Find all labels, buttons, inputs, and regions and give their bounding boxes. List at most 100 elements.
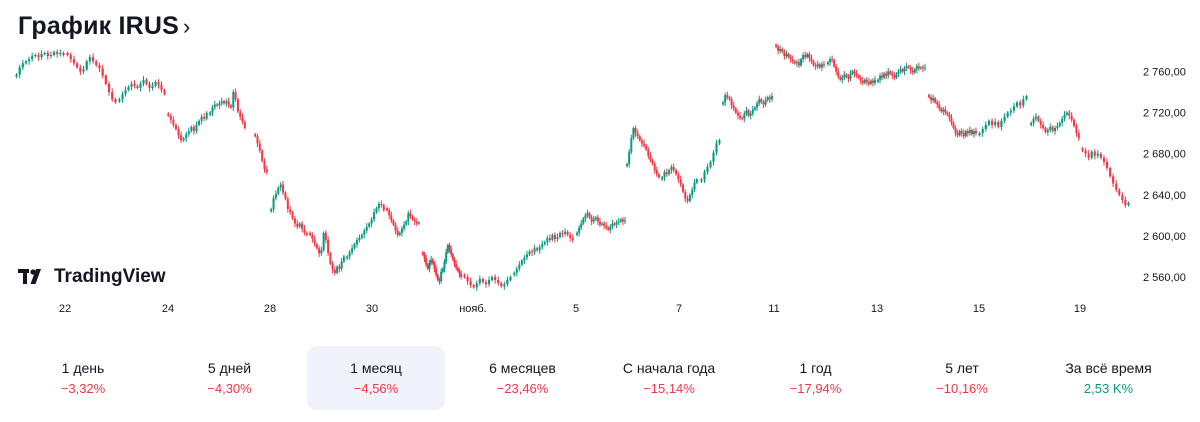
candle xyxy=(885,70,888,80)
candle xyxy=(481,277,484,284)
candle xyxy=(270,207,273,213)
candle xyxy=(218,100,221,110)
candle xyxy=(1081,147,1084,153)
candle xyxy=(466,274,469,285)
candle xyxy=(1003,113,1006,124)
candle xyxy=(400,226,403,237)
candle xyxy=(808,51,811,62)
period-label: За всё время xyxy=(1065,360,1152,376)
candle xyxy=(628,149,631,168)
candle xyxy=(686,195,689,204)
period-label: 1 год xyxy=(799,360,832,376)
candle xyxy=(282,180,285,196)
candle xyxy=(151,82,154,91)
candle xyxy=(525,250,528,261)
candle xyxy=(1084,148,1087,158)
candle xyxy=(1006,111,1009,119)
x-tick-label: 11 xyxy=(768,303,779,315)
candle xyxy=(893,72,896,81)
candle xyxy=(816,60,819,69)
candle xyxy=(663,169,666,181)
period-tab[interactable]: С начала года −15,14% xyxy=(600,346,738,410)
candle xyxy=(903,65,906,76)
candle xyxy=(1025,94,1028,101)
candle xyxy=(640,137,643,148)
candle xyxy=(907,64,910,69)
candle xyxy=(538,244,541,254)
candle xyxy=(736,110,739,120)
candle xyxy=(333,266,336,276)
period-tab[interactable]: 5 дней −4,30% xyxy=(161,346,299,410)
candle xyxy=(66,51,69,57)
candle xyxy=(169,113,172,124)
candle xyxy=(315,242,318,250)
candle xyxy=(27,56,31,65)
candle xyxy=(810,54,813,64)
candle xyxy=(743,111,746,123)
period-label: 1 день xyxy=(61,360,105,376)
candle xyxy=(681,182,684,194)
period-tab[interactable]: 6 месяцев −23,46% xyxy=(454,346,592,410)
tradingview-logo-icon xyxy=(18,269,41,284)
candle xyxy=(313,235,316,247)
candle xyxy=(596,214,599,226)
candle xyxy=(338,264,341,273)
candle xyxy=(415,217,418,227)
candle xyxy=(272,195,275,213)
candle xyxy=(789,54,792,63)
candle xyxy=(104,74,107,86)
candle xyxy=(818,62,821,69)
x-tick-label: 28 xyxy=(264,303,276,315)
candle xyxy=(351,244,354,255)
candle xyxy=(972,128,975,138)
candle xyxy=(1112,173,1115,188)
period-tab[interactable]: 1 день −3,32% xyxy=(14,346,152,410)
candle xyxy=(1115,179,1118,193)
candle xyxy=(1000,118,1003,131)
candle xyxy=(730,96,733,110)
period-tab[interactable]: 1 год −17,94% xyxy=(747,346,885,410)
period-change: −10,16% xyxy=(936,381,988,396)
candle xyxy=(638,134,641,142)
y-tick-label: 2 680,00 xyxy=(1143,149,1186,161)
candle xyxy=(513,271,516,277)
candle xyxy=(1015,100,1019,108)
candle xyxy=(185,131,188,142)
candle xyxy=(398,231,401,237)
candle xyxy=(651,158,654,166)
candle xyxy=(548,234,551,243)
candle xyxy=(346,254,349,261)
candle xyxy=(653,161,656,174)
x-tick-label: 19 xyxy=(1074,303,1086,315)
page-title[interactable]: График IRUS › xyxy=(18,12,191,41)
candle xyxy=(758,95,761,106)
candle xyxy=(586,209,589,218)
candle xyxy=(411,214,414,222)
candle xyxy=(901,67,904,74)
candle xyxy=(114,97,117,104)
candle xyxy=(1009,107,1012,117)
candle xyxy=(580,219,583,231)
candle xyxy=(460,270,463,280)
period-label: 5 лет xyxy=(945,360,979,376)
candle xyxy=(613,222,616,227)
candle xyxy=(360,233,363,240)
candle xyxy=(136,84,139,90)
logo-text: TradingView xyxy=(54,266,166,287)
candle xyxy=(469,277,472,288)
price-chart[interactable]: 2 560,00 2 600,00 2 640,00 2 680,00 2 720,00… xyxy=(0,40,1200,325)
period-tab[interactable]: За всё время 2,53 K% xyxy=(1040,346,1178,410)
candle xyxy=(855,69,858,79)
candle xyxy=(254,132,257,138)
period-tab[interactable]: 5 лет −10,16% xyxy=(893,346,1031,410)
period-tab[interactable]: 1 месяц −4,56% xyxy=(307,346,445,410)
candle xyxy=(227,97,230,108)
candle xyxy=(543,240,546,246)
candle xyxy=(829,56,832,66)
candle xyxy=(472,283,475,289)
candle xyxy=(768,94,771,103)
candle xyxy=(649,152,652,163)
candle xyxy=(531,248,534,256)
candle xyxy=(760,97,763,104)
tradingview-logo[interactable]: TradingView xyxy=(18,266,166,288)
